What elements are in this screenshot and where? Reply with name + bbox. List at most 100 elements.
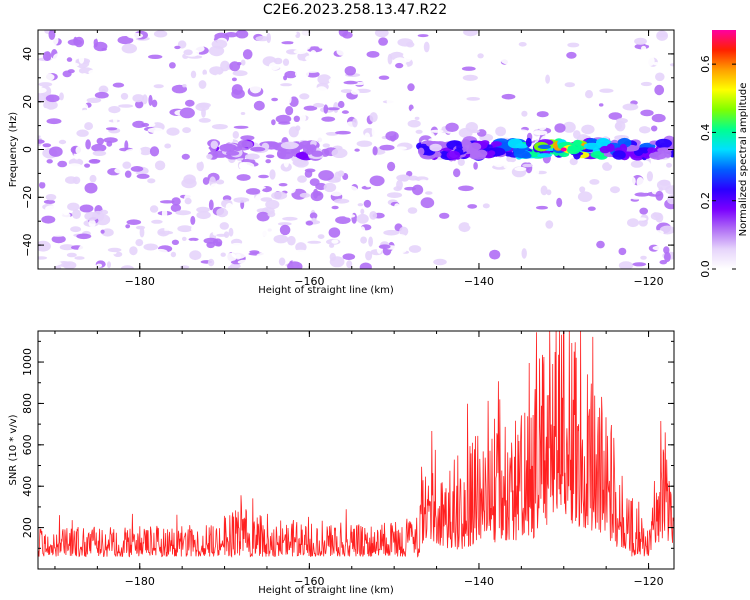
noise-cell — [129, 256, 137, 265]
noise-cell — [495, 126, 506, 137]
noise-cell — [149, 146, 160, 157]
noise-cell — [381, 163, 387, 171]
noise-cell — [386, 98, 396, 105]
noise-cell — [329, 252, 336, 262]
noise-cell — [74, 256, 85, 260]
noise-cell — [232, 131, 239, 139]
noise-cell — [46, 118, 62, 125]
noise-cell — [307, 240, 322, 244]
noise-cell — [569, 167, 576, 179]
noise-cell — [260, 197, 273, 202]
noise-cell — [654, 84, 665, 96]
noise-cell — [48, 30, 56, 40]
noise-cell — [76, 129, 89, 137]
noise-cell — [149, 205, 159, 213]
noise-cell — [281, 53, 289, 60]
noise-cell — [170, 30, 185, 38]
noise-cell — [38, 139, 45, 144]
noise-cell — [249, 84, 262, 94]
signal-cell — [525, 137, 532, 147]
noise-cell — [643, 104, 654, 110]
noise-cell — [566, 51, 577, 59]
noise-cell — [139, 146, 152, 156]
noise-cell — [190, 215, 196, 225]
noise-cell — [57, 224, 64, 233]
noise-cell — [227, 266, 233, 269]
noise-cell — [457, 251, 462, 256]
noise-cell — [66, 57, 73, 62]
noise-cell — [124, 140, 129, 151]
noise-cell — [196, 211, 211, 220]
noise-cell — [379, 144, 395, 151]
noise-cell — [428, 218, 439, 229]
noise-cell — [45, 194, 57, 201]
noise-cell — [392, 247, 407, 254]
noise-cell — [466, 97, 481, 101]
noise-cell — [153, 84, 164, 89]
noise-cell — [372, 146, 378, 156]
noise-cell — [436, 181, 443, 191]
noise-cell — [211, 199, 220, 204]
noise-cell — [228, 54, 243, 58]
noise-cell — [328, 77, 340, 84]
noise-cell — [240, 135, 255, 141]
noise-cell — [219, 222, 229, 230]
noise-cell — [92, 150, 107, 156]
noise-cell — [360, 188, 365, 193]
noise-cell — [579, 186, 586, 193]
noise-cell — [240, 112, 246, 115]
noise-cell — [408, 216, 414, 222]
noise-cell — [602, 162, 613, 171]
noise-cell — [143, 243, 158, 251]
noise-cell — [411, 108, 420, 116]
noise-cell — [360, 208, 365, 215]
noise-cell — [75, 145, 87, 156]
noise-cell — [589, 179, 600, 185]
noise-cell — [188, 237, 199, 242]
noise-cell — [278, 257, 286, 266]
noise-cell — [566, 205, 573, 213]
noise-cell — [198, 118, 211, 123]
noise-cell — [316, 206, 327, 213]
noise-cell — [232, 70, 248, 77]
noise-cell — [94, 91, 109, 99]
noise-cell — [38, 256, 48, 260]
noise-cell — [233, 197, 250, 203]
noise-cell — [147, 127, 163, 133]
noise-cell — [577, 191, 593, 202]
noise-cell — [540, 185, 548, 196]
noise-cell — [79, 73, 89, 84]
noise-cell — [131, 54, 143, 61]
colorbar-gradient — [712, 30, 736, 269]
noise-cell — [284, 70, 298, 79]
noise-cell — [618, 247, 627, 256]
noise-cell — [378, 37, 388, 46]
noise-cell — [287, 261, 303, 269]
noise-cell — [187, 156, 203, 163]
noise-cell — [635, 85, 643, 92]
noise-cell — [423, 41, 430, 53]
noise-cell — [237, 259, 250, 265]
noise-cell — [293, 49, 307, 55]
noise-cell — [293, 115, 300, 123]
noise-cell — [638, 183, 651, 194]
noise-cell — [129, 131, 137, 141]
noise-cell — [152, 181, 164, 188]
colorbar-tick-label: 0.4 — [699, 124, 712, 142]
noise-cell — [76, 233, 92, 240]
colorbar-tick-label: 0.6 — [699, 55, 712, 73]
noise-cell — [229, 263, 241, 269]
noise-cell — [91, 143, 107, 152]
noise-cell — [145, 195, 162, 204]
x-tick-label: −140 — [464, 575, 494, 588]
noise-cell — [402, 52, 419, 60]
noise-cell — [38, 176, 52, 183]
noise-cell — [337, 170, 345, 177]
noise-cell — [151, 219, 163, 224]
noise-cell — [306, 46, 323, 53]
noise-cell — [438, 252, 452, 256]
noise-cell — [352, 104, 368, 108]
noise-cell — [287, 235, 296, 246]
noise-cell — [457, 50, 472, 61]
noise-cell — [550, 155, 563, 166]
